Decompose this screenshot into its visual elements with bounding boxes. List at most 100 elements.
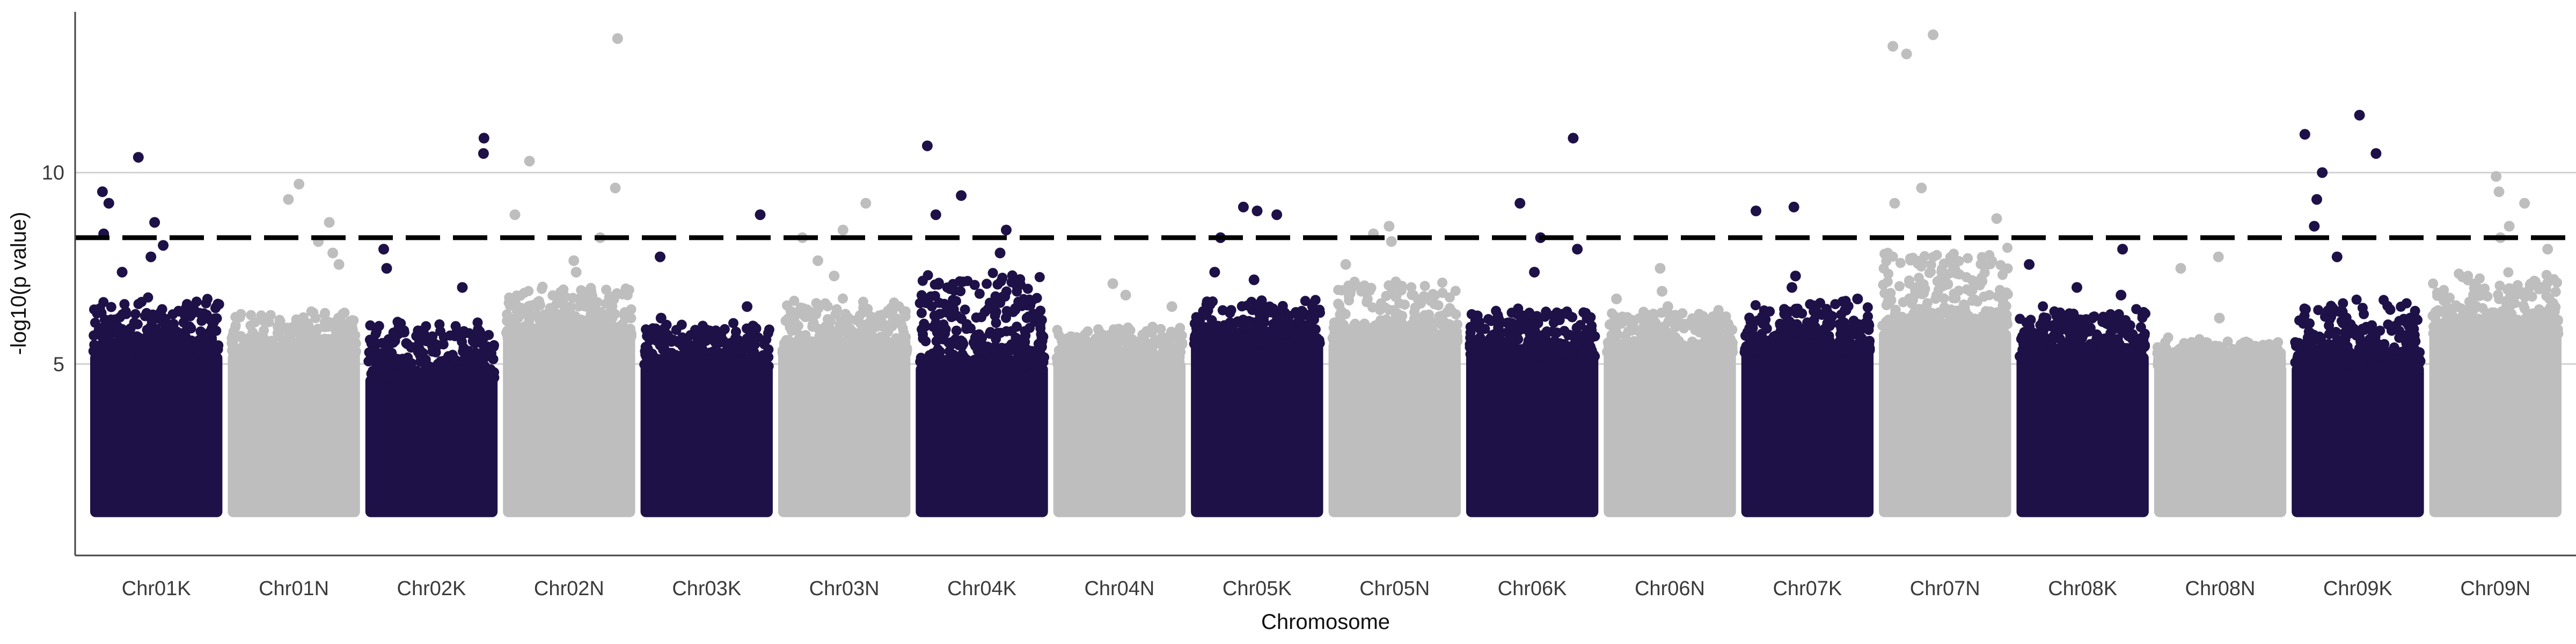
peak-point [813,255,823,266]
snp-point [1776,327,1787,338]
snp-point [649,325,660,336]
snp-point [317,342,328,353]
snp-point [674,356,684,367]
snp-point [306,348,316,358]
snp-point [1783,319,1794,330]
peak-point [327,247,339,259]
dense-point-band [503,333,635,517]
snp-point [371,360,382,371]
peak-point [1928,29,1939,40]
snp-point [1055,345,1066,356]
snp-point [519,288,530,298]
dense-point-band [916,364,1048,517]
peak-point [1662,301,1673,312]
snp-point [1805,329,1815,340]
snp-point [1236,301,1247,312]
dense-point-band [228,352,360,517]
snp-point [564,315,574,326]
snp-point [368,375,378,385]
snp-point [1721,311,1731,322]
peak-point [149,217,160,228]
snp-point [558,297,568,308]
dense-point-band [2016,352,2149,517]
snp-point [780,316,791,326]
snp-point [1172,341,1182,352]
snp-point [1328,323,1339,333]
snp-point [1856,333,1867,343]
snp-point [1647,321,1658,331]
snp-point [983,343,993,354]
snp-point [863,318,874,328]
chromosome-group-chr03n [777,197,912,517]
snp-point [502,316,513,326]
snp-point [822,314,833,325]
snp-point [1001,312,1011,323]
snp-point [1351,334,1362,345]
peak-point [655,251,665,262]
peak-point [158,240,169,251]
snp-point [1905,253,1915,264]
snp-point [1958,321,1968,332]
chromosome-group-chr05n [1327,221,1463,517]
peak-point [1001,224,1012,236]
snp-point [1166,326,1176,337]
snp-point [1939,302,1950,312]
peak-point [1238,201,1249,213]
snp-point [1444,303,1455,313]
snp-point [1452,326,1462,337]
snp-point [1528,342,1539,353]
peak-point [1655,263,1666,274]
chromosome-group-chr06n [1602,263,1738,517]
dense-point-band [90,352,223,517]
snp-point [942,303,953,313]
snp-point [1830,299,1841,310]
snp-point [1056,335,1067,346]
peak-point [1107,278,1118,289]
snp-point [1540,336,1551,347]
snp-point [402,368,413,378]
snp-point [1967,295,1978,306]
peak-point [283,194,294,205]
snp-point [90,317,100,328]
snp-point [427,331,438,342]
snp-point [1619,316,1630,326]
snp-point [1804,347,1814,357]
snp-point [467,364,478,375]
snp-point [135,349,145,360]
snp-point [1191,328,1202,339]
snp-point [1297,305,1307,316]
snp-point [267,335,277,346]
snp-point [567,292,578,303]
peak-point [324,217,335,228]
snp-point [130,309,141,319]
snp-point [525,312,536,323]
snp-point [1419,281,1430,291]
snp-point [1904,275,1914,286]
snp-point [677,332,687,343]
snp-point [890,313,901,324]
snp-point [1347,323,1358,334]
peak-point [1852,294,1863,304]
snp-point [1310,295,1321,305]
peak-point [742,301,753,312]
snp-point [201,348,211,358]
snp-point [1657,323,1667,333]
snp-point [365,320,376,331]
snp-point [1985,259,1996,269]
snp-point [1269,331,1280,342]
peak-point [1991,213,2002,224]
snp-point [236,309,246,319]
snp-point [741,355,752,365]
snp-point [992,279,1003,290]
snp-point [1523,321,1534,332]
snp-point [1694,327,1705,338]
snp-point [324,317,334,327]
snp-point [1119,329,1130,340]
snp-point [1103,336,1113,347]
snp-point [282,323,292,333]
snp-point [599,326,610,336]
snp-point [1563,348,1574,359]
snp-point [1740,331,1751,341]
snp-point [1952,269,1963,279]
snp-point [880,341,891,352]
